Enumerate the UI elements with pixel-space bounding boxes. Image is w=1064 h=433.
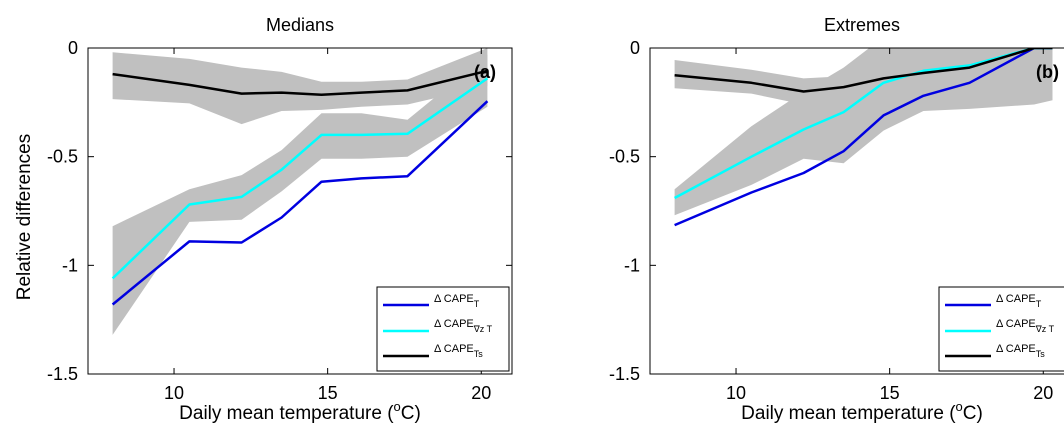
y-tick-label: -1 [62,255,78,275]
series-line-ts [112,69,488,96]
y-tick-label: -0.5 [609,147,640,167]
panel-label: (a) [474,62,496,82]
series-lines [674,48,1053,227]
panel-title: Extremes [824,15,900,35]
legend-label-ts: Δ CAPETs [996,343,1045,359]
y-axis-label: Relative differences [14,134,35,301]
x-tick-label: 15 [880,383,900,403]
y-tick-label: -1 [624,255,640,275]
panel-extremes: 10 15 20 0 -0.5 -1 -1.5 Extremes (b) Daily mea… [609,15,1064,424]
x-tick-label: 10 [726,383,746,403]
axis-ticks: 10 15 20 0 -0.5 -1 -1.5 [609,38,1053,403]
legend: Δ CAPET Δ CAPE∇z T Δ CAPETs [376,286,510,372]
x-tick-label: 20 [1033,383,1053,403]
legend-label-z: Δ CAPE∇z T [434,318,493,334]
x-axis-label: Daily mean temperature (oC) [741,399,983,424]
y-tick-label: -1.5 [47,364,78,384]
legend-label-z: Δ CAPE∇z T [996,318,1055,334]
x-tick-label: 10 [164,383,184,403]
legend-label-t: Δ CAPET [434,293,480,309]
uncertainty-band-1 [674,48,1053,105]
plot-frame [87,47,513,375]
x-tick-label: 15 [318,383,338,403]
uncertainty-band-0 [112,48,488,125]
panel-medians: 10 15 20 0 -0.5 -1 -1.5 Medians (a) Daily mean… [47,15,513,424]
y-tick-label: 0 [68,38,78,58]
x-axis-label: Daily mean temperature (oC) [179,399,421,424]
legend-label-t: Δ CAPET [996,293,1042,309]
series-line-t [111,100,489,306]
uncertainty-bands [674,48,1053,216]
x-tick-label: 20 [471,383,491,403]
plot-frame [649,47,1064,375]
uncertainty-band-1 [112,54,488,335]
y-tick-label: 0 [630,38,640,58]
series-line-z [111,77,489,280]
series-lines [111,69,489,306]
legend: Δ CAPET Δ CAPE∇z T Δ CAPETs [938,286,1064,372]
panel-label: (b) [1036,62,1059,82]
uncertainty-bands [112,48,488,335]
legend-label-ts: Δ CAPETs [434,343,483,359]
series-line-t [674,48,1053,227]
panel-title: Medians [266,15,334,35]
y-tick-label: -1.5 [609,364,640,384]
series-line-ts [674,48,1053,93]
y-tick-label: -0.5 [47,147,78,167]
